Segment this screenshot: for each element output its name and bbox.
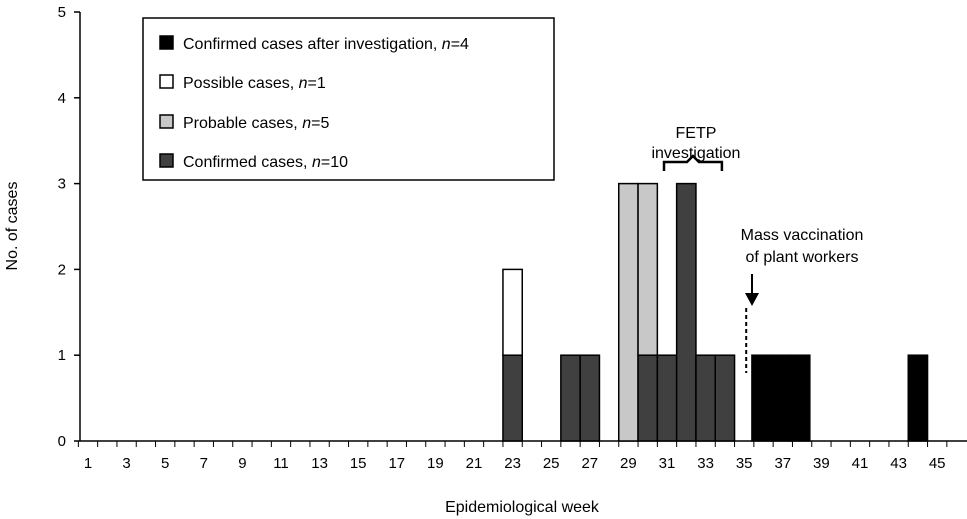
vaccination-label-line1: Mass vaccination [741, 227, 864, 244]
x-tick-label: 21 [466, 455, 483, 472]
x-tick-label: 19 [427, 455, 444, 472]
y-tick-label: 5 [58, 4, 66, 21]
annotations: FETP investigation Mass vaccination of plan… [651, 125, 863, 373]
x-tick-label: 43 [890, 455, 907, 472]
x-tick-label: 15 [350, 455, 367, 472]
x-tick-label: 11 [273, 455, 289, 472]
legend-box [142, 17, 555, 181]
legend-swatch-probable [159, 114, 174, 129]
y-tick-label: 0 [58, 433, 66, 450]
fetp-bracket [662, 154, 724, 171]
bar-confirmed [502, 354, 524, 442]
x-tick-label: 37 [774, 455, 791, 472]
x-tick-label: 25 [543, 455, 560, 472]
bar-confirmed-after [789, 354, 811, 442]
x-axis-title: Epidemiological week [445, 499, 600, 516]
x-tick-label: 29 [620, 455, 637, 472]
bar-probable [618, 182, 639, 442]
bar-confirmed-after [770, 354, 792, 442]
bar-confirmed-after [907, 354, 929, 442]
fetp-label-line1: FETP [676, 125, 717, 142]
bar-confirmed [579, 354, 601, 442]
vaccination-arrow-head [745, 293, 759, 306]
x-tick-label: 23 [504, 455, 521, 472]
x-tick-label: 9 [238, 455, 246, 472]
y-axis: 0 1 2 3 4 5 [58, 4, 81, 450]
legend-label-probable: Probable cases, n=5 [183, 115, 329, 132]
y-tick-label: 3 [58, 176, 66, 193]
bar-confirmed [656, 354, 678, 442]
y-tick-label: 1 [58, 347, 66, 364]
x-tick-label: 7 [200, 455, 208, 472]
fetp-label-line2: investigation [651, 145, 740, 162]
bar-confirmed [695, 354, 717, 442]
bar-confirmed [675, 182, 697, 442]
legend-label-confirmed-after: Confirmed cases after investigation, n=4 [183, 36, 469, 53]
x-tick-label: 45 [929, 455, 946, 472]
x-tick-label: 5 [161, 455, 169, 472]
legend-swatch-confirmed-after [159, 35, 174, 50]
x-tick-label: 33 [697, 455, 714, 472]
x-tick-label: 17 [388, 455, 405, 472]
x-tick-label: 31 [659, 455, 676, 472]
vaccination-label-line2: of plant workers [746, 249, 859, 266]
x-tick-label: 13 [311, 455, 328, 472]
y-axis-title: No. of cases [4, 182, 21, 271]
bar-confirmed [714, 354, 736, 442]
x-tick-label: 1 [84, 455, 92, 472]
legend-label-possible: Possible cases, n=1 [183, 75, 326, 92]
x-tick-label: 41 [852, 455, 869, 472]
legend-label-confirmed: Confirmed cases, n=10 [183, 154, 348, 171]
y-tick-label: 2 [58, 261, 66, 278]
legend-swatch-confirmed [159, 153, 174, 168]
y-tick-label: 4 [58, 90, 66, 107]
bar-probable [637, 182, 659, 356]
bars [502, 182, 929, 442]
legend-swatch-possible [159, 74, 174, 89]
x-tick-label: 35 [736, 455, 753, 472]
x-tick-label: 3 [122, 455, 130, 472]
legend: Confirmed cases after investigation, n=4… [142, 17, 555, 181]
bar-confirmed [560, 354, 581, 442]
x-axis: 1 3 5 7 9 11 13 15 17 19 21 23 25 27 29 31 33 35 37 39 41 43 4… [77, 440, 967, 472]
bar-confirmed [637, 354, 659, 442]
x-tick-label: 27 [581, 455, 598, 472]
bar-possible [502, 268, 524, 356]
x-tick-label: 39 [813, 455, 830, 472]
bar-confirmed-after [751, 354, 772, 442]
